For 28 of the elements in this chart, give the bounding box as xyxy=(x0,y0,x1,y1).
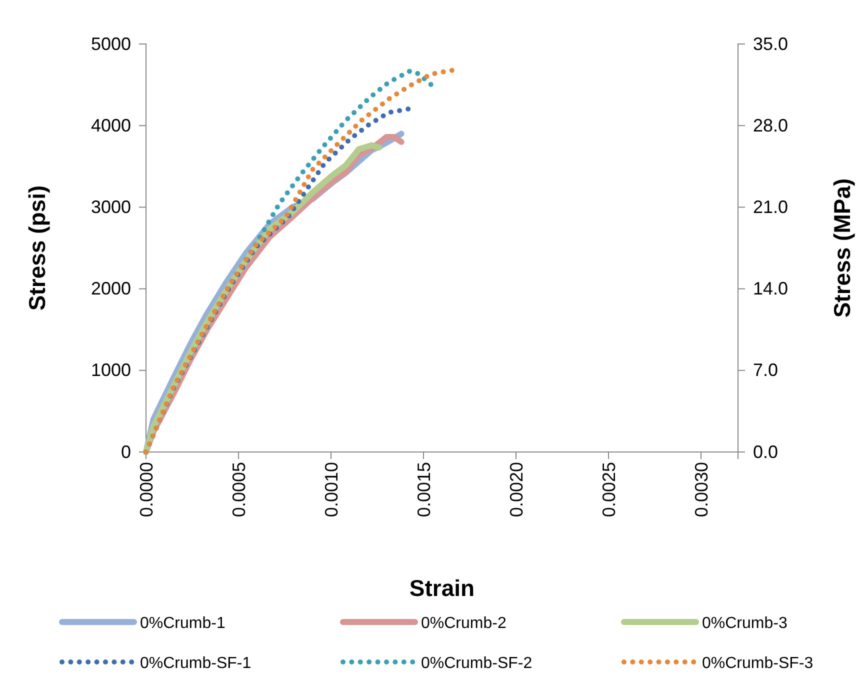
y2-axis-title: Stress (MPa) xyxy=(829,178,855,318)
x-tick-label: 0.0025 xyxy=(598,462,619,518)
x-axis-title: Strain xyxy=(409,575,475,601)
x-tick-label: 0.0020 xyxy=(506,462,526,518)
x-tick-label: 0.0030 xyxy=(691,462,712,518)
y2-tick-label: 7.0 xyxy=(753,360,778,380)
y2-tick-label: 28.0 xyxy=(753,115,788,136)
y-tick-label: 3000 xyxy=(90,196,131,217)
y-tick-label: 0 xyxy=(120,442,131,462)
x-tick-label: 0.0000 xyxy=(136,462,156,518)
y-tick-label: 2000 xyxy=(90,278,131,299)
x-tick-label: 0.0010 xyxy=(321,462,342,518)
legend-label: 0%Crumb-3 xyxy=(702,615,788,632)
y2-tick-label: 21.0 xyxy=(753,196,788,217)
legend-label: 0%Crumb-1 xyxy=(140,615,226,632)
y-tick-label: 1000 xyxy=(90,360,131,380)
y-tick-label: 5000 xyxy=(90,34,131,54)
legend-label: 0%Crumb-SF-3 xyxy=(702,655,814,672)
y2-tick-label: 35.0 xyxy=(753,34,788,54)
legend-label: 0%Crumb-SF-2 xyxy=(421,655,532,672)
y2-tick-label: 14.0 xyxy=(753,278,788,299)
y-axis-title: Stress (psi) xyxy=(24,185,50,311)
y-tick-label: 4000 xyxy=(90,115,131,136)
x-tick-label: 0.0015 xyxy=(414,462,434,518)
x-tick-label: 0.0005 xyxy=(228,462,249,518)
legend-label: 0%Crumb-SF-1 xyxy=(140,655,252,672)
y2-tick-label: 0.0 xyxy=(753,442,778,462)
legend-label: 0%Crumb-2 xyxy=(421,615,506,632)
